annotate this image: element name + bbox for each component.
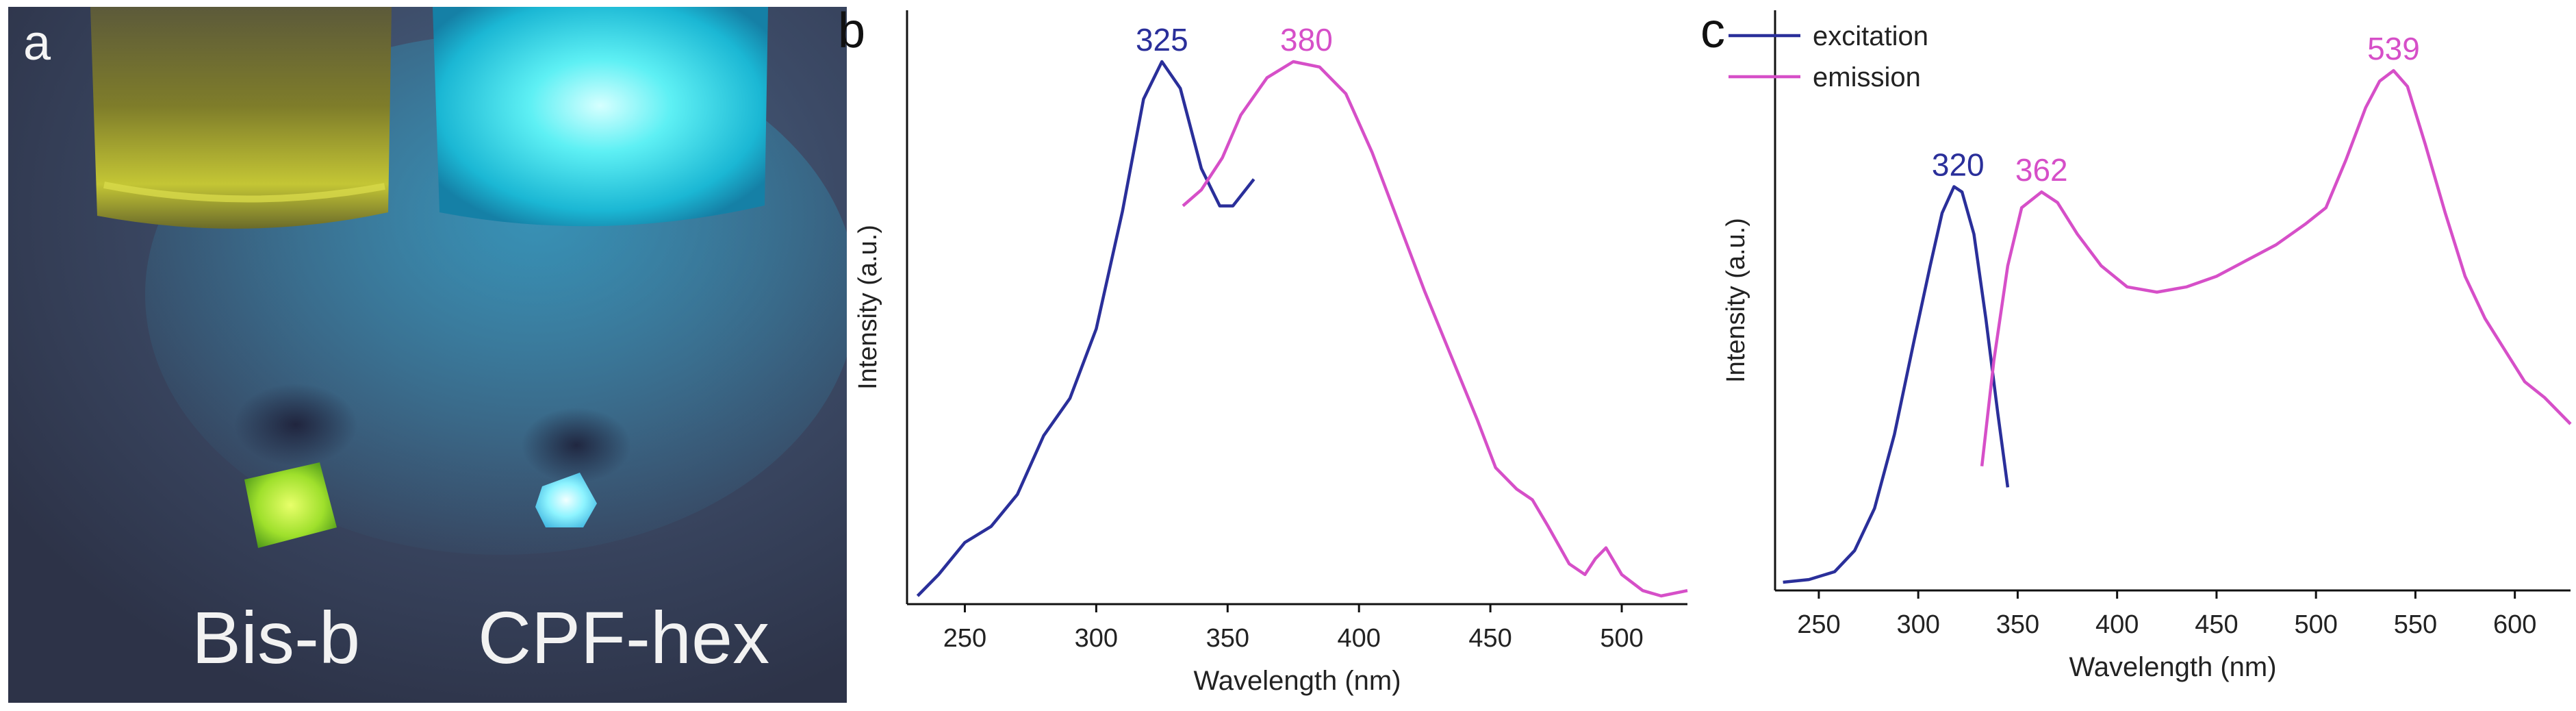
beaker-bis-b-meniscus [103, 182, 385, 203]
peak-label: 380 [1280, 22, 1333, 58]
x-tick-label: 500 [2294, 610, 2337, 639]
crystal-shadow-right [522, 408, 631, 483]
crystal-cpf-hex [535, 473, 597, 527]
crystal-bis-b [244, 462, 337, 548]
x-tick-label: 450 [2195, 610, 2238, 639]
x-tick-label: 450 [1468, 624, 1512, 653]
photo-image [8, 7, 847, 703]
y-axis-label: Intensity (a.u.) [1722, 218, 1750, 383]
beaker-bis-b [90, 7, 392, 229]
panel-letter-b: b [838, 3, 866, 58]
chart-b: 250 300 350 400 450 500 Wavelength (nm) Intensi… [854, 10, 1688, 696]
crystal-shadow-left [234, 384, 357, 466]
chart-c: 250 300 350 400 450 500 550 600 Wavelength (nm) I… [1722, 10, 2572, 682]
emission-legend-label: emission [1813, 62, 1921, 92]
series-0-line [916, 60, 1255, 597]
x-axis-label: Wavelength (nm) [1193, 666, 1401, 696]
panel-letter-c: c [1700, 3, 1725, 58]
y-axis-label: Intensity (a.u.) [854, 225, 882, 390]
beaker-cpf-hex [433, 7, 768, 227]
x-tick-label: 300 [1075, 624, 1118, 653]
x-tick-label: 400 [2095, 610, 2139, 639]
excitation-line [1783, 185, 2010, 584]
emission-line [1980, 68, 2572, 466]
x-tick-label: 350 [1206, 624, 1249, 653]
sample-label-bis-b: Bis-b [192, 596, 361, 679]
series-1-line [1182, 60, 1688, 598]
photo-panel-a: Bis-b CPF-hex [8, 7, 847, 703]
x-tick-label: 600 [2493, 610, 2536, 639]
x-tick-label: 250 [1797, 610, 1840, 639]
excitation-legend-label: excitation [1813, 21, 1928, 51]
x-tick-label: 500 [1600, 624, 1643, 653]
x-tick-label: 250 [943, 624, 986, 653]
sample-label-cpf-hex: CPF-hex [478, 596, 770, 679]
peak-label: 362 [2015, 152, 2068, 188]
peak-label: 539 [2367, 31, 2420, 66]
x-tick-label: 350 [1996, 610, 2039, 639]
x-tick-label: 550 [2394, 610, 2437, 639]
peak-label: 325 [1136, 22, 1188, 58]
x-axis-label: Wavelength (nm) [2069, 652, 2276, 682]
peak-label: 320 [1932, 147, 1985, 183]
x-tick-label: 400 [1337, 624, 1380, 653]
x-tick-label: 300 [1896, 610, 1939, 639]
panel-letter-a: a [23, 16, 51, 71]
